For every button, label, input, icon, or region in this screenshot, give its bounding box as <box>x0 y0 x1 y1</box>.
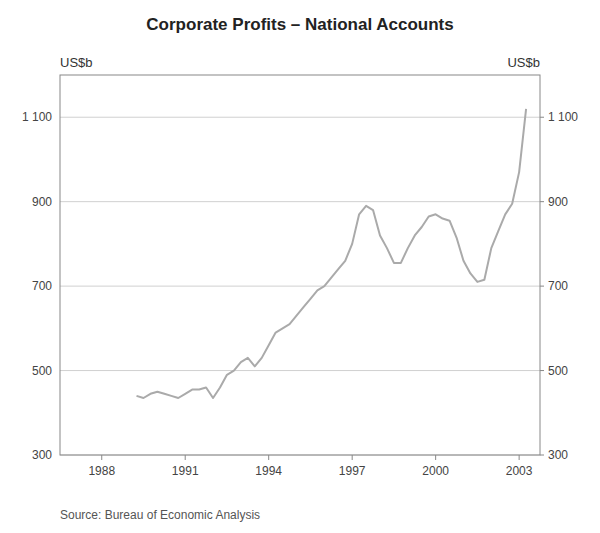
y2-tick <box>540 370 544 371</box>
y2-tick-label: 500 <box>548 364 568 378</box>
y2-tick-label: 300 <box>548 448 568 462</box>
x-tick-label: 2003 <box>506 464 533 478</box>
title: Corporate Profits – National Accounts <box>146 15 453 34</box>
y2-tick <box>540 117 544 118</box>
x-tick-label: 1991 <box>172 464 199 478</box>
y-tick-label: 900 <box>32 195 52 209</box>
x-tick-label: 1988 <box>88 464 115 478</box>
y2-tick <box>540 455 544 456</box>
x-tick-label: 1994 <box>255 464 282 478</box>
grid <box>60 117 540 455</box>
plot-area <box>137 109 527 398</box>
grid-line <box>60 117 540 118</box>
x-tick-label: 2000 <box>422 464 449 478</box>
x-tick <box>185 455 186 460</box>
line <box>137 109 527 398</box>
background <box>0 0 600 533</box>
x-tick <box>519 455 520 460</box>
y-tick-label: 1 100 <box>22 110 52 124</box>
y-tick-label: 500 <box>32 364 52 378</box>
y2-tick-label: 700 <box>548 279 568 293</box>
y-axis-label: US$b <box>60 55 93 70</box>
x-tick <box>268 455 269 460</box>
y2-tick-label: 900 <box>548 195 568 209</box>
y2-tick <box>540 201 544 202</box>
source: Source: Bureau of Economic Analysis <box>60 508 260 522</box>
y2-tick <box>540 286 544 287</box>
y2-axis-label: US$b <box>507 55 540 70</box>
x-tick <box>435 455 436 460</box>
y-tick-label: 300 <box>32 448 52 462</box>
chart: Corporate Profits – National Accounts US$… <box>0 0 600 533</box>
grid-line <box>60 370 540 371</box>
y-tick-label: 700 <box>32 279 52 293</box>
x-tick-label: 1997 <box>339 464 366 478</box>
x-tick <box>352 455 353 460</box>
grid-line <box>60 201 540 202</box>
grid-line <box>60 286 540 287</box>
x-tick <box>101 455 102 460</box>
y2-tick-label: 1 100 <box>548 110 578 124</box>
plot-frame <box>60 75 540 455</box>
